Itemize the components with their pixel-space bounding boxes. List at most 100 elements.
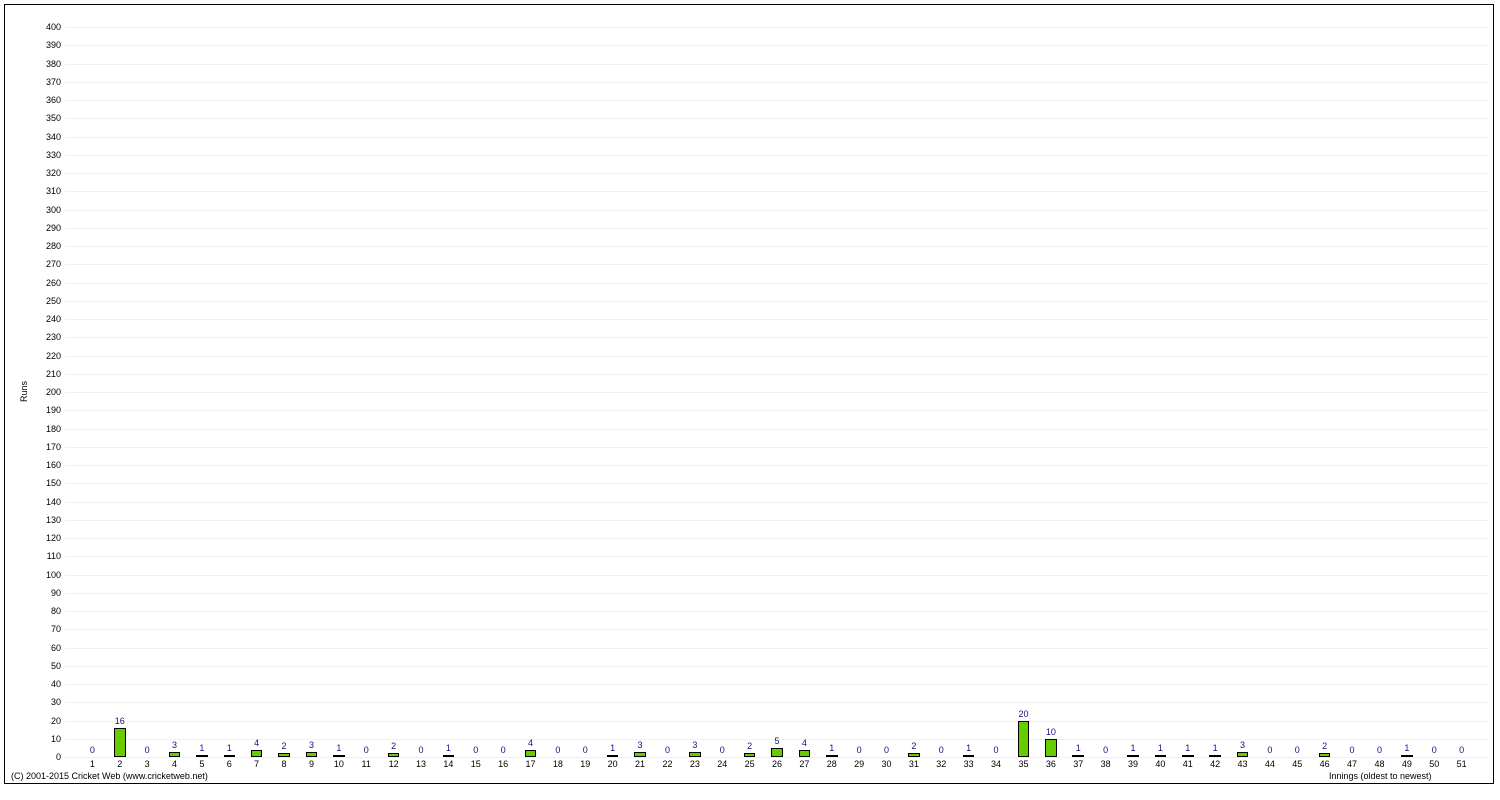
gridline: [65, 283, 1489, 284]
bar: [114, 728, 126, 757]
plot-area: 0102030405060708090100110120130140150160…: [65, 27, 1489, 757]
bar: [1319, 753, 1331, 757]
x-tick-label: 44: [1265, 759, 1275, 769]
x-tick-label: 43: [1238, 759, 1248, 769]
gridline: [65, 45, 1489, 46]
y-tick-label: 380: [46, 59, 61, 69]
bar-value-label: 1: [446, 743, 451, 753]
gridline: [65, 721, 1489, 722]
bar-value-label: 0: [555, 745, 560, 755]
bar-value-label: 0: [1459, 745, 1464, 755]
y-tick-label: 60: [51, 643, 61, 653]
x-tick-label: 22: [662, 759, 672, 769]
bar: [1045, 739, 1057, 757]
y-axis-label: Runs: [19, 381, 29, 402]
bar-value-label: 1: [227, 743, 232, 753]
bar: [333, 755, 345, 757]
gridline: [65, 27, 1489, 28]
bar-value-label: 1: [1158, 743, 1163, 753]
bar-value-label: 0: [939, 745, 944, 755]
y-tick-label: 240: [46, 314, 61, 324]
y-tick-label: 280: [46, 241, 61, 251]
x-tick-label: 41: [1183, 759, 1193, 769]
x-tick-label: 49: [1402, 759, 1412, 769]
x-tick-label: 4: [172, 759, 177, 769]
gridline: [65, 173, 1489, 174]
x-tick-label: 30: [882, 759, 892, 769]
gridline: [65, 520, 1489, 521]
y-tick-label: 400: [46, 22, 61, 32]
bar-value-label: 10: [1046, 727, 1056, 737]
gridline: [65, 684, 1489, 685]
bar-value-label: 0: [418, 745, 423, 755]
x-tick-label: 39: [1128, 759, 1138, 769]
y-tick-label: 270: [46, 259, 61, 269]
gridline: [65, 447, 1489, 448]
y-tick-label: 290: [46, 223, 61, 233]
bar-value-label: 2: [911, 741, 916, 751]
bar-value-label: 0: [583, 745, 588, 755]
y-tick-label: 370: [46, 77, 61, 87]
x-tick-label: 17: [526, 759, 536, 769]
bar-value-label: 0: [1267, 745, 1272, 755]
bar: [1209, 755, 1221, 757]
bar-value-label: 3: [1240, 740, 1245, 750]
y-tick-label: 250: [46, 296, 61, 306]
y-tick-label: 180: [46, 424, 61, 434]
bar-value-label: 0: [884, 745, 889, 755]
bar: [278, 753, 290, 757]
bar: [1018, 721, 1030, 758]
gridline: [65, 210, 1489, 211]
bar-value-label: 4: [528, 738, 533, 748]
bar-value-label: 1: [1076, 743, 1081, 753]
bar: [1072, 755, 1084, 757]
bar: [607, 755, 619, 757]
bar-value-label: 5: [774, 736, 779, 746]
y-tick-label: 310: [46, 186, 61, 196]
bar-value-label: 1: [1185, 743, 1190, 753]
bar-value-label: 0: [1295, 745, 1300, 755]
bar-value-label: 1: [966, 743, 971, 753]
bar-value-label: 1: [1404, 743, 1409, 753]
x-tick-label: 24: [717, 759, 727, 769]
bar-value-label: 4: [254, 738, 259, 748]
x-tick-label: 50: [1429, 759, 1439, 769]
x-tick-label: 7: [254, 759, 259, 769]
gridline: [65, 264, 1489, 265]
y-tick-label: 50: [51, 661, 61, 671]
gridline: [65, 100, 1489, 101]
gridline: [65, 301, 1489, 302]
x-tick-label: 11: [362, 759, 371, 769]
bar: [826, 755, 838, 757]
bar-value-label: 0: [1377, 745, 1382, 755]
gridline: [65, 593, 1489, 594]
bar-value-label: 1: [829, 743, 834, 753]
gridline: [65, 538, 1489, 539]
x-tick-label: 5: [199, 759, 204, 769]
x-tick-label: 1: [90, 759, 95, 769]
bar-value-label: 2: [282, 741, 287, 751]
x-tick-label: 10: [334, 759, 344, 769]
x-tick-label: 9: [309, 759, 314, 769]
y-tick-label: 190: [46, 405, 61, 415]
x-tick-label: 20: [608, 759, 618, 769]
x-tick-label: 31: [909, 759, 919, 769]
y-tick-label: 120: [46, 533, 61, 543]
x-tick-label: 3: [145, 759, 150, 769]
bar-value-label: 2: [747, 741, 752, 751]
bar-value-label: 0: [501, 745, 506, 755]
bar: [908, 753, 920, 757]
bar-value-label: 2: [1322, 741, 1327, 751]
gridline: [65, 246, 1489, 247]
x-tick-label: 46: [1320, 759, 1330, 769]
y-tick-label: 390: [46, 40, 61, 50]
x-tick-label: 28: [827, 759, 837, 769]
x-tick-label: 33: [964, 759, 974, 769]
x-tick-label: 13: [416, 759, 426, 769]
x-tick-label: 35: [1018, 759, 1028, 769]
gridline: [65, 155, 1489, 156]
gridline: [65, 356, 1489, 357]
y-tick-label: 100: [46, 570, 61, 580]
bar: [196, 755, 208, 757]
y-tick-label: 300: [46, 205, 61, 215]
